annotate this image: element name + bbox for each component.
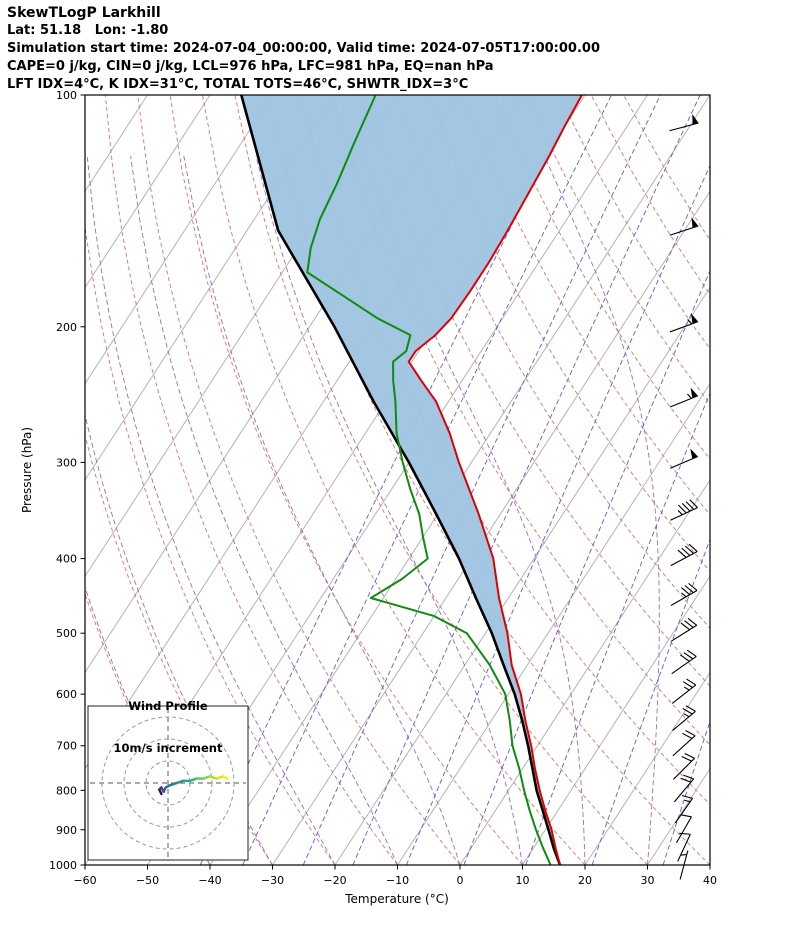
axes: −60 −50 −40 −30 −20 −10 0 10 20 30 40 100 200 300 400 5…	[49, 89, 717, 887]
header: SkewTLogP Larkhill Lat: 51.18 Lon: -1.80…	[7, 4, 600, 94]
x-tick-label: 20	[578, 874, 592, 887]
times-line: Simulation start time: 2024-07-04_00:00:…	[7, 41, 600, 56]
hodograph-ring	[145, 760, 191, 806]
wind-barb	[674, 794, 694, 824]
x-tick-label: −40	[198, 874, 221, 887]
wind-barb	[670, 582, 698, 606]
location-line: Lat: 51.18 Lon: -1.80	[7, 23, 169, 38]
dry-adiabats	[85, 95, 710, 865]
wind-barb	[673, 753, 695, 780]
x-axis-ticks: −60 −50 −40 −30 −20 −10 0 10 20 30 40	[73, 865, 717, 887]
x-axis-label: Temperature (°C)	[345, 892, 449, 906]
y-tick-label: 300	[56, 456, 77, 469]
moist-adiabats	[85, 155, 660, 865]
parcel-curve	[240, 95, 562, 865]
x-tick-label: 0	[457, 874, 464, 887]
temperature-curve	[407, 95, 583, 865]
hodograph-ring	[123, 738, 213, 828]
hodograph-ring	[101, 716, 235, 850]
wind-barb	[669, 113, 699, 132]
wind-barb	[671, 649, 697, 675]
wind-barb	[669, 387, 699, 408]
x-tick-label: −30	[261, 874, 284, 887]
wind-barb	[679, 850, 689, 880]
wind-barbs	[669, 113, 699, 880]
y-tick-label: 100	[56, 89, 77, 102]
y-tick-label: 900	[56, 824, 77, 837]
wind-barb	[670, 618, 698, 642]
x-tick-label: −10	[386, 874, 409, 887]
wind-barb	[669, 217, 699, 236]
wind-barb	[676, 814, 692, 844]
y-tick-label: 400	[56, 553, 77, 566]
hodograph-title: Wind Profile 10m/s increment	[114, 671, 223, 783]
indices-line-2: LFT IDX=4°C, K IDX=31°C, TOTAL TOTS=46°C…	[7, 77, 469, 92]
wind-barb	[670, 499, 698, 521]
x-tick-label: 30	[641, 874, 655, 887]
hodograph-title-line2: 10m/s increment	[113, 741, 223, 755]
hodograph-trace	[157, 775, 229, 796]
y-axis-label: Pressure (hPa)	[20, 426, 34, 514]
indices-line-1: CAPE=0 j/kg, CIN=0 j/kg, LCL=976 hPa, LF…	[7, 59, 494, 74]
wind-barb	[669, 313, 699, 333]
y-axis-ticks: 100 200 300 400 500 600 700 800 900 1000	[49, 89, 85, 872]
wind-barb	[671, 678, 697, 704]
y-tick-label: 200	[56, 321, 77, 334]
wind-barb	[669, 448, 699, 469]
x-tick-label: −50	[136, 874, 159, 887]
wind-barb	[672, 705, 696, 732]
wind-barb	[673, 774, 695, 803]
plot-title: SkewTLogP Larkhill	[7, 5, 161, 21]
y-tick-label: 500	[56, 627, 77, 640]
dewpoint-curve	[306, 95, 552, 865]
x-tick-label: 10	[516, 874, 530, 887]
shaded-area-parcel-env	[241, 95, 582, 865]
wind-barb	[677, 832, 691, 862]
wind-barb	[672, 730, 696, 757]
x-tick-label: −20	[323, 874, 346, 887]
y-tick-label: 700	[56, 740, 77, 753]
y-tick-label: 800	[56, 784, 77, 797]
y-tick-label: 1000	[49, 859, 77, 872]
y-tick-label: 600	[56, 688, 77, 701]
hodograph-inset	[87, 705, 249, 861]
wind-barb	[670, 543, 698, 567]
x-tick-label: 40	[703, 874, 717, 887]
hodograph-title-line1: Wind Profile	[128, 699, 208, 713]
x-tick-label: −60	[73, 874, 96, 887]
